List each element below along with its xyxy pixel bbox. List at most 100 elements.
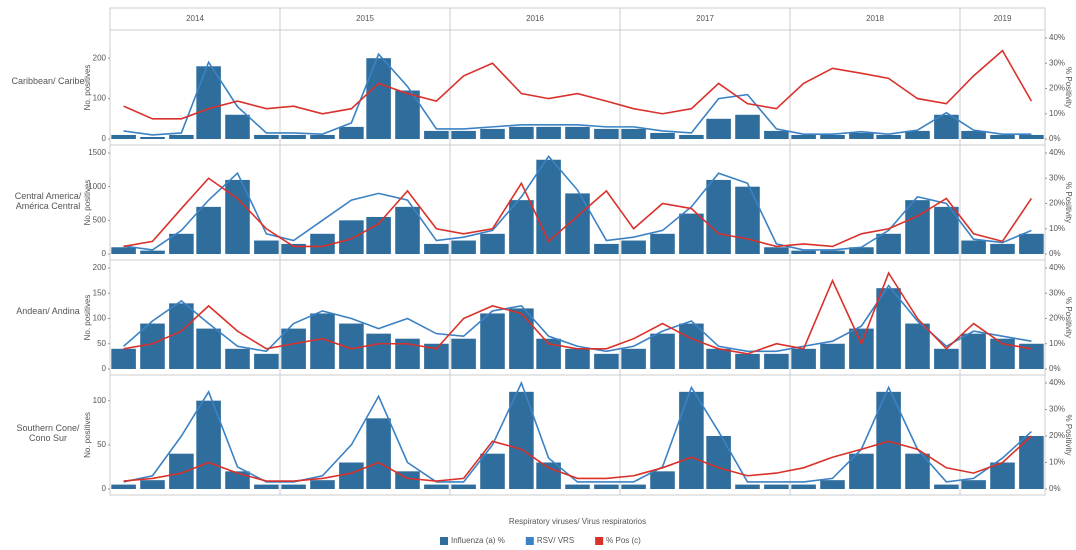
y-axis-label: No. positives: [83, 412, 92, 458]
y2-tick-label: 30%: [1049, 173, 1065, 182]
bar: [961, 130, 986, 139]
bar: [650, 233, 675, 254]
y2-tick-label: 0%: [1049, 134, 1061, 143]
bar: [764, 353, 789, 369]
bar: [196, 66, 221, 139]
bar: [509, 126, 534, 139]
bar: [961, 480, 986, 489]
bar: [650, 132, 675, 139]
line: [123, 380, 1032, 483]
bar: [1019, 134, 1044, 139]
y2-tick-label: 20%: [1049, 84, 1065, 93]
y-tick-label: 0: [102, 249, 107, 258]
bar: [509, 391, 534, 489]
bar: [140, 250, 165, 254]
bar: [169, 453, 194, 489]
y-tick-label: 500: [93, 215, 107, 224]
y2-tick-label: 40%: [1049, 33, 1065, 42]
bar: [169, 134, 194, 139]
legend-swatch: [440, 537, 448, 545]
y-tick-label: 100: [93, 314, 107, 323]
y-tick-label: 0: [102, 484, 107, 493]
bar: [536, 462, 561, 489]
bar: [706, 436, 731, 489]
bar: [990, 243, 1015, 254]
bar: [509, 308, 534, 369]
bar: [254, 353, 279, 369]
bar: [424, 243, 449, 254]
bar: [366, 418, 391, 489]
panel: [109, 374, 1046, 496]
bar: [1019, 436, 1044, 489]
line: [123, 177, 1033, 248]
bar: [791, 250, 816, 254]
bar: [679, 391, 704, 489]
bar: [254, 240, 279, 254]
line: [123, 435, 1032, 482]
bar: [849, 132, 874, 139]
bar: [536, 126, 561, 139]
y-tick-label: 100: [93, 94, 107, 103]
bar: [451, 338, 476, 369]
bar: [961, 333, 986, 369]
bar: [791, 484, 816, 489]
y-tick-label: 0: [102, 134, 107, 143]
bar: [480, 453, 505, 489]
bar: [536, 159, 561, 254]
bar: [849, 328, 874, 369]
panel-title: Southern Cone/ Cono Sur: [16, 423, 80, 443]
bar: [196, 206, 221, 254]
y-tick-label: 150: [93, 288, 107, 297]
bar: [565, 348, 590, 369]
bar: [934, 348, 959, 369]
bar: [934, 484, 959, 489]
year-label: 2015: [356, 14, 374, 23]
y2-tick-label: 30%: [1049, 288, 1065, 297]
bar: [706, 348, 731, 369]
header: [109, 7, 1046, 31]
line: [123, 49, 1033, 120]
year-label: 2019: [994, 14, 1012, 23]
bar: [196, 400, 221, 489]
y2-tick-label: 0%: [1049, 364, 1061, 373]
bar: [395, 206, 420, 254]
y2-tick-label: 10%: [1049, 458, 1065, 467]
y2-tick-label: 10%: [1049, 109, 1065, 118]
bar: [111, 134, 136, 139]
y2-tick-label: 20%: [1049, 314, 1065, 323]
y-tick-label: 50: [97, 440, 106, 449]
y-axis-label: No. positives: [83, 295, 92, 341]
bar: [254, 484, 279, 489]
bar: [791, 134, 816, 139]
bar: [650, 333, 675, 369]
bar: [679, 323, 704, 369]
bar: [594, 484, 619, 489]
bar: [961, 240, 986, 254]
bar: [876, 134, 901, 139]
y2-tick-label: 40%: [1049, 378, 1065, 387]
line: [123, 52, 1032, 136]
bar: [169, 303, 194, 369]
bar: [225, 471, 250, 489]
panel-title: Andean/ Andina: [16, 305, 80, 316]
bar: [1019, 233, 1044, 254]
bar: [905, 323, 930, 369]
bar: [876, 391, 901, 489]
bar: [905, 200, 930, 254]
y-tick-label: 200: [93, 53, 107, 62]
bar: [225, 114, 250, 139]
y2-tick-label: 0%: [1049, 484, 1061, 493]
bar: [876, 288, 901, 369]
year-label: 2018: [866, 14, 884, 23]
bar: [764, 484, 789, 489]
bar: [509, 200, 534, 254]
legend-label: RSV/ VRS: [537, 536, 574, 545]
bar: [764, 247, 789, 254]
bar: [339, 126, 364, 139]
bar: [791, 348, 816, 369]
legend-swatch: [525, 537, 534, 545]
panel-title: Central America/ América Central: [14, 190, 82, 211]
bar: [735, 186, 760, 254]
y2-axis-label: % Positivity: [1064, 182, 1073, 223]
bar: [451, 240, 476, 254]
